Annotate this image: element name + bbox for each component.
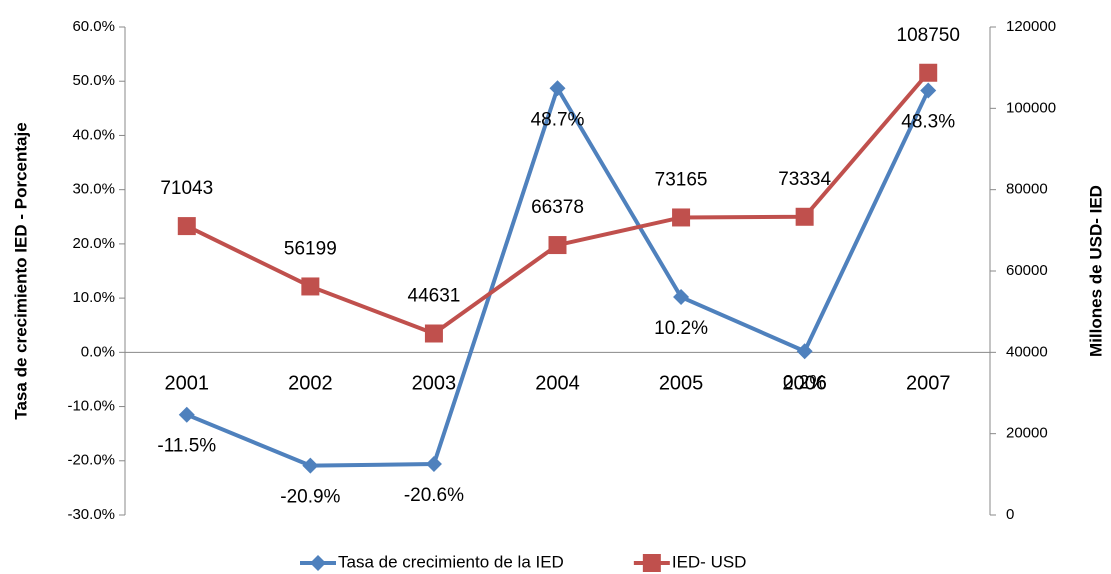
y-tick-label: 0.0%	[81, 343, 115, 360]
data-point	[920, 82, 937, 99]
data-point	[796, 343, 813, 360]
data-point	[301, 277, 320, 296]
y2-tick-label: 100000	[1006, 99, 1056, 116]
y-axis-title: Tasa de crecimiento IED - Porcentaje	[11, 122, 30, 419]
data-point	[177, 217, 196, 236]
y2-tick-label: 120000	[1006, 18, 1056, 35]
x-tick-label: 2004	[535, 373, 580, 395]
x-tick-label: 2002	[288, 373, 333, 395]
data-point	[549, 80, 566, 97]
y-tick-label: -20.0%	[67, 452, 115, 469]
y2-tick-label: 80000	[1006, 181, 1048, 198]
x-tick-label: 2003	[412, 373, 457, 395]
data-point	[302, 457, 319, 474]
data-label: 10.2%	[654, 318, 708, 339]
x-tick-label: 2006	[782, 373, 827, 395]
x-tick-label: 2007	[906, 373, 951, 395]
y-tick-label: 20.0%	[72, 235, 115, 252]
y2-tick-label: 20000	[1006, 425, 1048, 442]
data-label: -20.6%	[404, 485, 464, 506]
data-label: 48.3%	[901, 111, 955, 132]
data-point	[548, 236, 567, 255]
y2-axis-title: Millones de USD- IED	[1086, 185, 1105, 357]
y2-tick-label: 40000	[1006, 343, 1048, 360]
data-label: 66378	[531, 197, 584, 218]
data-point	[672, 208, 691, 227]
data-label: 44631	[408, 286, 461, 307]
data-point	[673, 289, 690, 306]
data-label: -20.9%	[280, 487, 340, 508]
data-label: 48.7%	[531, 109, 585, 130]
y-tick-label: 50.0%	[72, 72, 115, 89]
y-tick-label: -10.0%	[67, 398, 115, 415]
y-tick-label: 60.0%	[72, 18, 115, 35]
legend-label: IED- USD	[672, 552, 747, 571]
y-tick-label: -30.0%	[67, 506, 115, 523]
y-tick-label: 30.0%	[72, 181, 115, 198]
data-point	[178, 406, 195, 423]
x-tick-label: 2005	[659, 373, 704, 395]
data-label: 71043	[160, 178, 213, 199]
y-tick-label: 10.0%	[72, 289, 115, 306]
y-tick-label: 40.0%	[72, 126, 115, 143]
legend-label: Tasa de crecimiento de la IED	[338, 552, 564, 571]
data-label: 56199	[284, 238, 337, 259]
data-point	[795, 207, 814, 226]
data-label: 108750	[897, 25, 960, 46]
data-label: 0.2%	[783, 372, 826, 393]
data-point	[425, 456, 442, 473]
series-line	[186, 83, 931, 468]
legend-marker	[642, 554, 661, 572]
legend-marker	[310, 555, 326, 571]
data-point	[919, 63, 938, 82]
data-label: 73334	[778, 169, 831, 190]
x-tick-label: 2001	[165, 373, 210, 395]
y2-tick-label: 60000	[1006, 262, 1048, 279]
data-label: 73165	[655, 169, 708, 190]
data-point	[424, 324, 443, 343]
y2-tick-label: 0	[1006, 506, 1014, 523]
data-label: -11.5%	[157, 436, 216, 457]
